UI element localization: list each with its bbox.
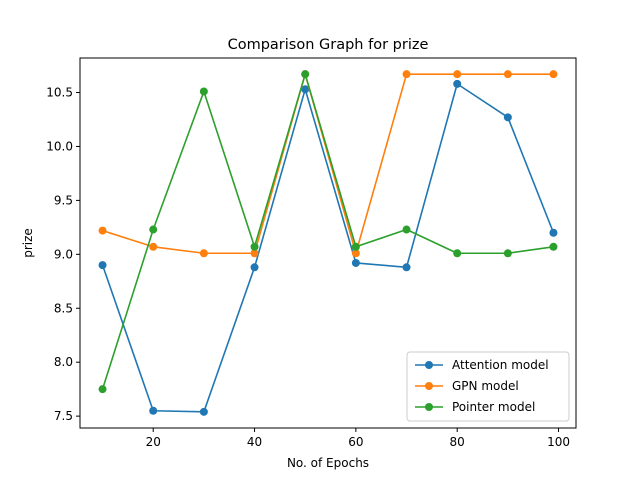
legend-label: Attention model [452,358,549,372]
data-point-attention-model [301,85,310,94]
data-point-attention-model [149,406,158,415]
data-point-gpn-model [549,70,558,79]
chart-title: Comparison Graph for prize [228,37,429,53]
data-point-attention-model [503,113,512,122]
y-tick-label: 8.5 [54,301,73,315]
x-tick-label: 40 [247,435,262,449]
series-line-gpn-model [102,73,554,255]
axes-frame [79,57,577,429]
data-point-gpn-model [351,249,360,258]
x-tick-label: 20 [146,435,161,449]
data-point-attention-model [453,79,462,88]
series-group [98,70,558,416]
y-tick-label: 9.0 [54,247,73,261]
data-point-attention-model [98,261,107,270]
data-point-gpn-model [149,242,158,251]
y-tick-label: 9.5 [54,193,73,207]
x-tick-label: 60 [348,435,363,449]
legend-marker [425,403,433,411]
data-point-gpn-model [402,70,411,79]
data-point-pointer-model [250,242,259,251]
legend-item: GPN model [415,379,519,393]
data-point-gpn-model [503,70,512,79]
data-point-gpn-model [98,226,107,235]
y-tick-label: 8.0 [54,355,73,369]
data-point-attention-model [250,263,259,272]
data-point-pointer-model [149,225,158,234]
y-tick-label: 10.0 [46,139,73,153]
legend: Attention model GPN model Pointer model [406,351,570,422]
legend-box [406,351,570,422]
data-point-attention-model [199,407,208,416]
data-point-gpn-model [250,249,259,258]
series-pointer-model [98,70,558,394]
legend-label: GPN model [452,379,519,393]
x-axis-label: No. of Epochs [287,456,369,470]
data-point-pointer-model [549,242,558,251]
y-axis-label: prize [21,228,35,258]
data-point-attention-model [351,258,360,267]
x-tick-label: 100 [547,435,570,449]
data-point-pointer-model [503,249,512,258]
data-point-pointer-model [98,385,107,394]
data-point-pointer-model [453,249,462,258]
x-axis-ticks: 20 40 60 80 100 [146,428,570,449]
series-line-attention-model [101,83,555,413]
legend-label: Pointer model [452,400,535,414]
data-point-attention-model [549,228,558,237]
data-point-pointer-model [402,225,411,234]
legend-marker [425,361,433,369]
series-line-pointer-model [101,73,554,390]
data-point-gpn-model [199,249,208,258]
y-tick-label: 10.5 [46,86,73,100]
data-point-pointer-model [301,70,310,79]
data-point-pointer-model [199,87,208,96]
legend-item: Pointer model [415,400,535,414]
data-point-pointer-model [351,242,360,251]
data-point-gpn-model [453,70,462,79]
x-tick-label: 80 [450,435,465,449]
series-attention-model [98,79,558,416]
y-tick-label: 7.5 [54,409,73,423]
legend-item: Attention model [415,358,549,372]
data-point-attention-model [402,263,411,272]
y-axis-ticks: 7.5 8.0 8.5 9.0 9.5 10.0 10.5 [46,86,80,423]
legend-marker [425,382,433,390]
